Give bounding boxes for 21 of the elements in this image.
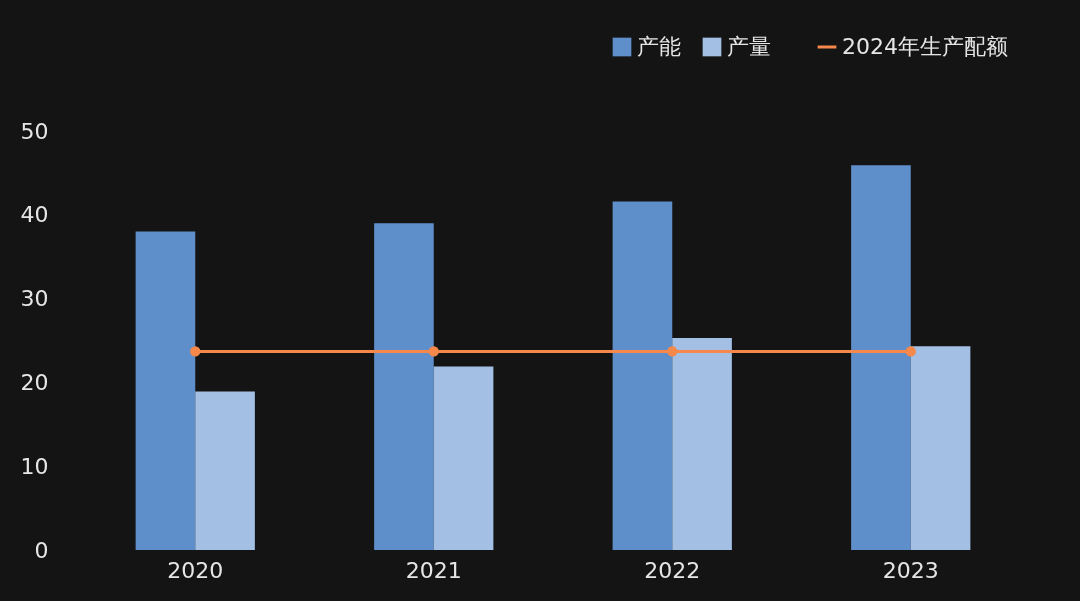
y-tick-label: 0	[34, 537, 49, 563]
bar	[672, 337, 732, 550]
y-tick-label: 50	[20, 118, 49, 144]
legend-label: 产量	[727, 34, 771, 59]
bar	[612, 201, 673, 550]
y-tick-label: 20	[20, 369, 49, 395]
y-tick-label: 40	[20, 202, 49, 228]
y-tick-label: 10	[20, 453, 49, 479]
bar	[135, 231, 196, 550]
bar	[433, 366, 494, 550]
x-tick-label: 2023	[882, 557, 939, 583]
legend-label: 2024年生产配额	[842, 34, 1008, 59]
legend-label: 产能	[637, 34, 681, 59]
bar	[851, 165, 911, 550]
bar	[374, 223, 434, 550]
bar	[195, 391, 255, 550]
x-tick-label: 2020	[167, 557, 224, 583]
y-tick-label: 30	[20, 286, 49, 312]
bar	[910, 346, 971, 550]
x-tick-label: 2022	[644, 557, 701, 583]
x-tick-label: 2021	[405, 557, 462, 583]
